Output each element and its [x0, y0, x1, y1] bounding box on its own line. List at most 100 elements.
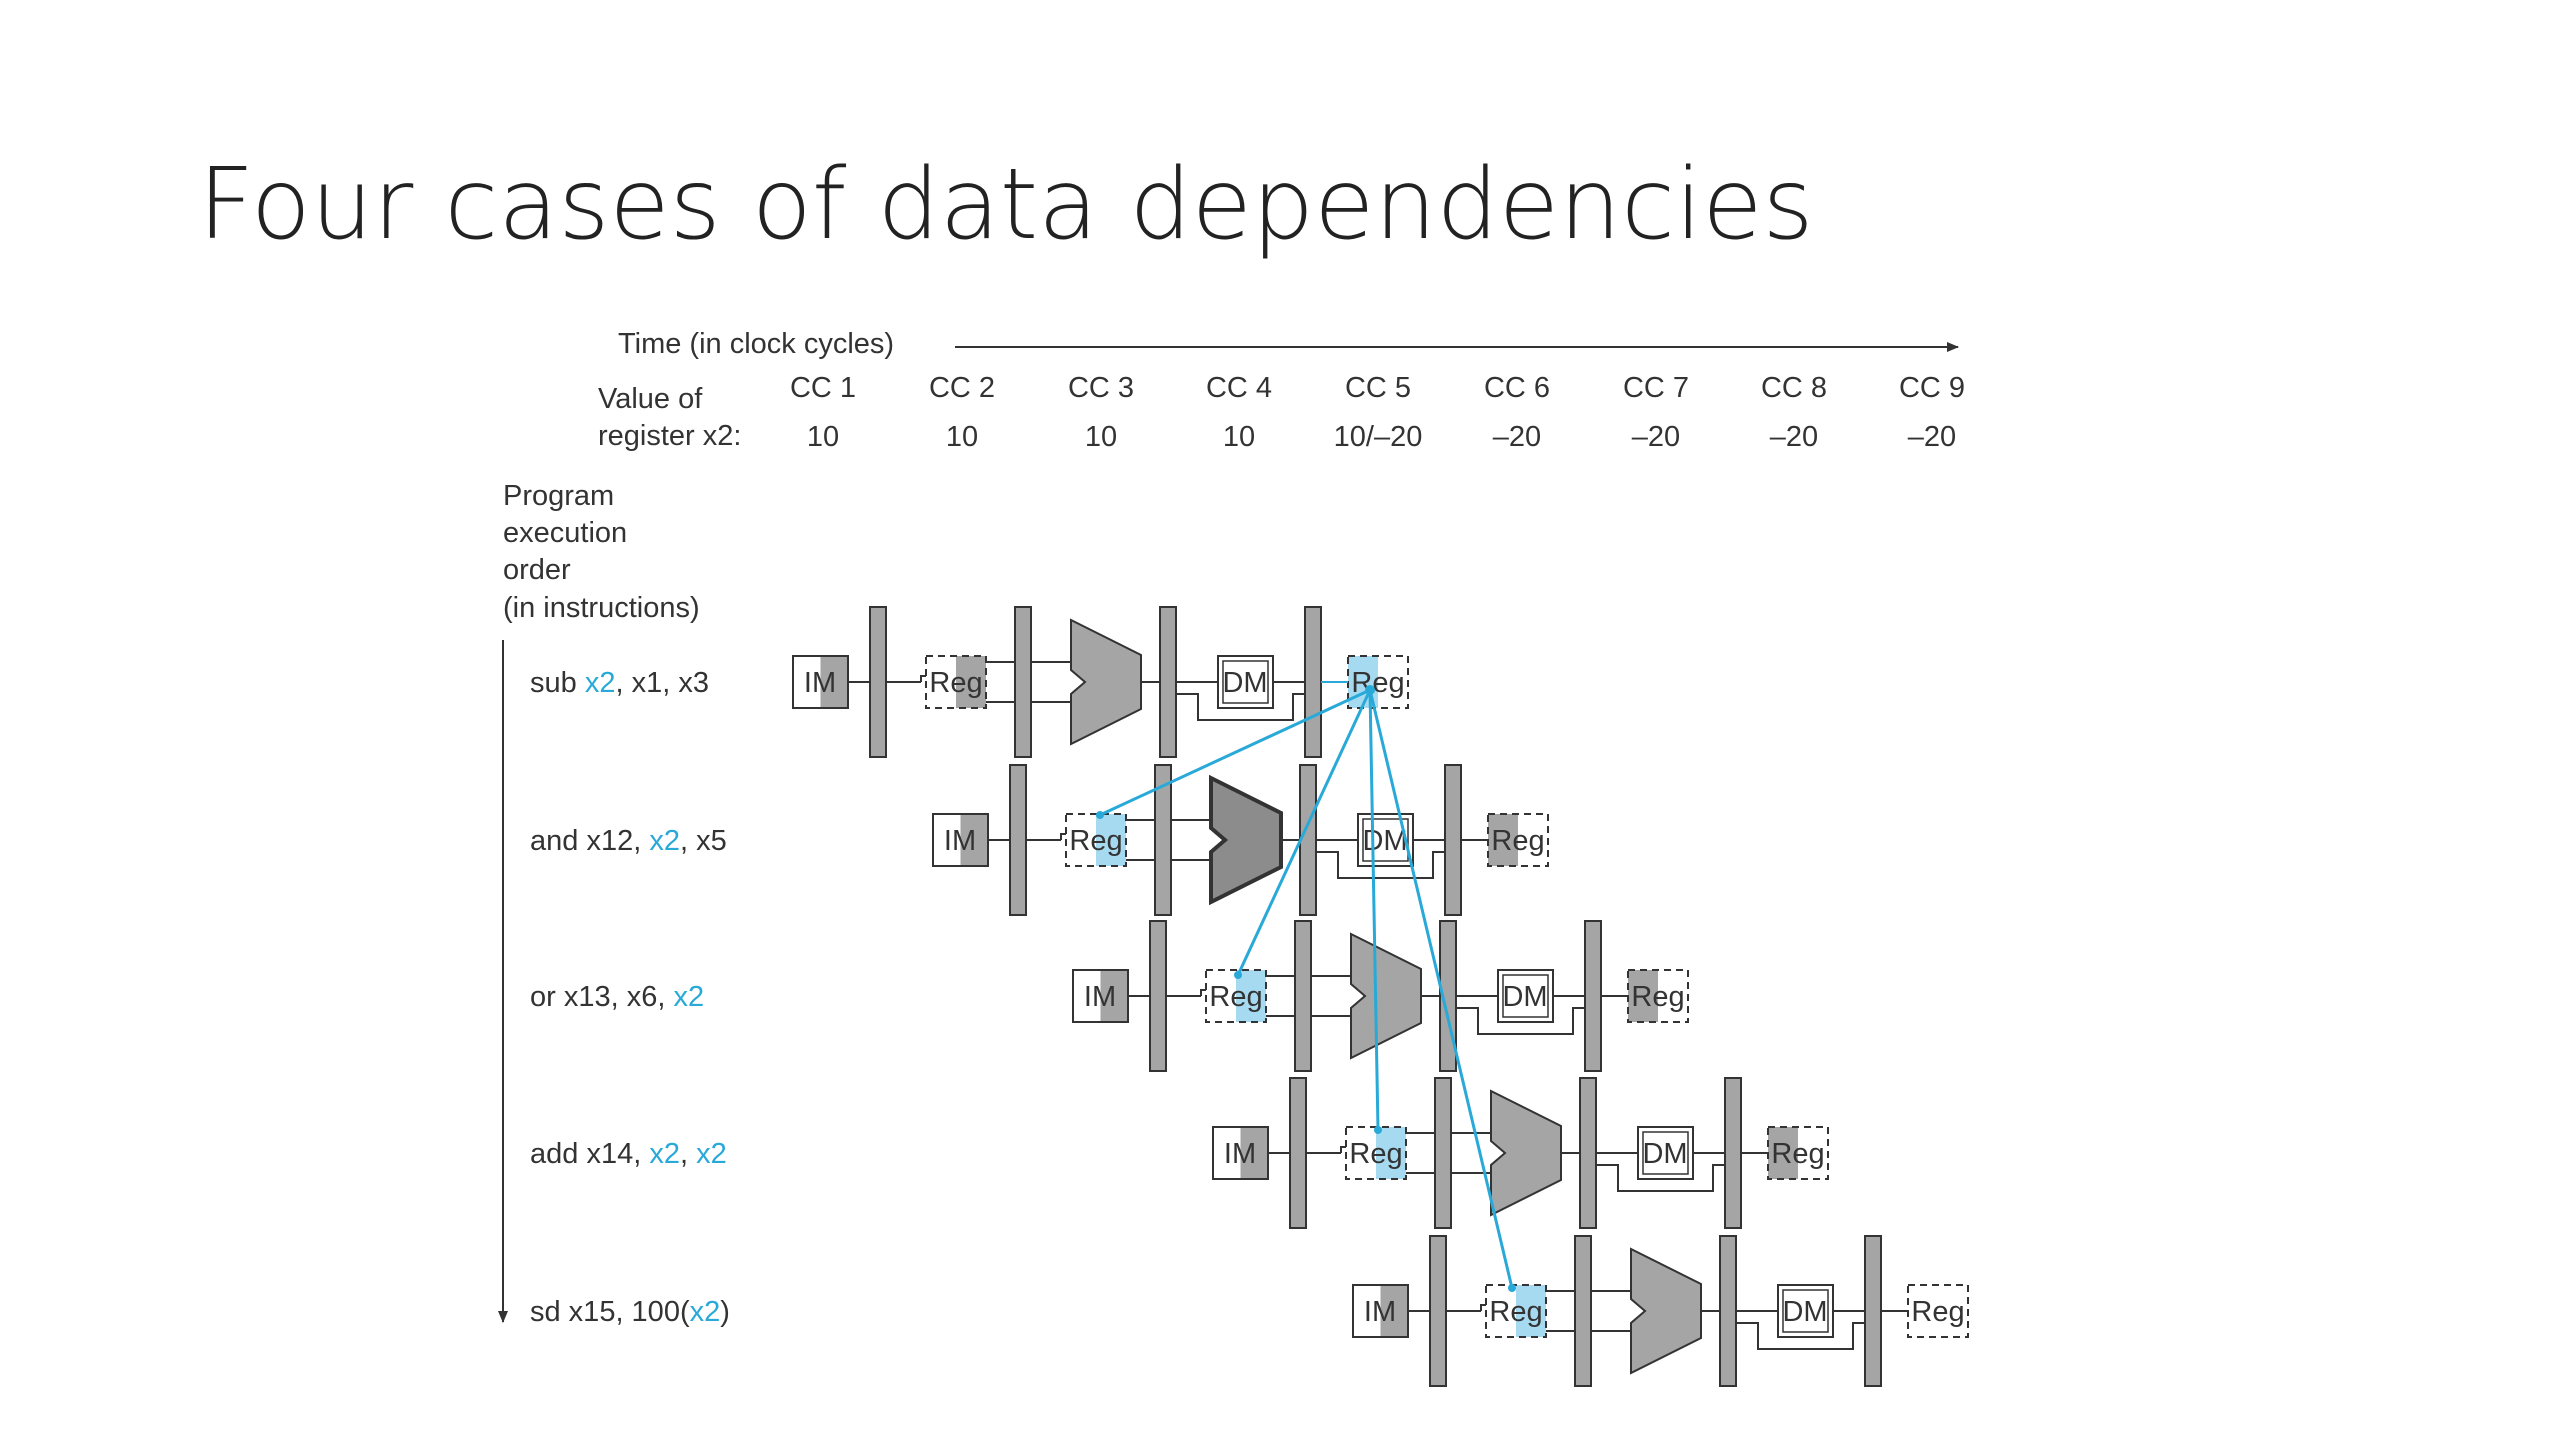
- wire: [1480, 1304, 1486, 1311]
- program-order-axis: Program execution order (in instructions) su…: [498, 480, 730, 1328]
- reg-label: Reg: [1631, 981, 1684, 1013]
- instruction-label: sub x2, x1, x3: [530, 667, 709, 699]
- pipeline-register-bar: [869, 606, 887, 758]
- instruction-text: and x12,: [530, 825, 649, 857]
- wire: [1736, 1322, 1865, 1350]
- order-label-line: (in instructions): [503, 592, 700, 624]
- reg-label: Reg: [929, 667, 982, 699]
- wire: [1200, 989, 1206, 996]
- register-file-write: Reg: [1907, 1284, 1969, 1338]
- instruction-memory: IM: [932, 813, 989, 867]
- wire: [1596, 1164, 1725, 1192]
- instruction-text: , x1, x3: [615, 667, 709, 699]
- register-value: 10: [1085, 421, 1117, 453]
- pipeline-register-bar: [1304, 606, 1322, 758]
- pipeline-register-bar: [1724, 1077, 1742, 1229]
- value-label-line2: register x2:: [598, 420, 741, 452]
- cycle-label: CC 6: [1484, 372, 1550, 404]
- pipeline-register-bar: [1574, 1235, 1592, 1387]
- dependency-add: [1368, 689, 1380, 1131]
- instruction-label: add x14, x2, x2: [530, 1138, 727, 1170]
- data-memory: DM: [1777, 1284, 1834, 1338]
- register-file-read: Reg: [1065, 813, 1127, 867]
- pipeline-register-bar: [1429, 1235, 1447, 1387]
- im-label: IM: [1224, 1138, 1256, 1170]
- register-value: 10: [1223, 421, 1255, 453]
- cycle-label: CC 9: [1899, 372, 1965, 404]
- pipeline-register-bar: [1294, 920, 1312, 1072]
- register-file-write: Reg: [1627, 969, 1689, 1023]
- register-file-read: Reg: [1205, 969, 1267, 1023]
- instruction-label: or x13, x6, x2: [530, 981, 704, 1013]
- reg-label: Reg: [1911, 1296, 1964, 1328]
- dependency-source: [1365, 685, 1375, 695]
- register-x2-highlight: x2: [690, 1296, 721, 1328]
- pipeline-register-bar: [1149, 920, 1167, 1072]
- pipeline-register-bar: [1289, 1077, 1307, 1229]
- register-value: –20: [1908, 421, 1956, 453]
- instruction-label: and x12, x2, x5: [530, 825, 727, 857]
- dm-label: DM: [1222, 667, 1267, 699]
- cycle-label: CC 7: [1623, 372, 1689, 404]
- dependency-sd: [1368, 689, 1514, 1289]
- order-label-line: order: [503, 554, 571, 586]
- pipeline-register-bar: [1014, 606, 1032, 758]
- alu-shape: [1209, 774, 1283, 906]
- pipeline-register-bar: [1159, 606, 1177, 758]
- cycle-label: CC 2: [929, 372, 995, 404]
- instruction-text: ): [720, 1296, 730, 1328]
- instruction-text: sd x15, 100(: [530, 1296, 690, 1328]
- register-value: –20: [1632, 421, 1680, 453]
- wire: [1060, 833, 1066, 840]
- dependency-endpoint: [1508, 1284, 1516, 1292]
- instruction-text: or x13, x6,: [530, 981, 673, 1013]
- instruction-memory: IM: [1072, 969, 1129, 1023]
- register-value: 10: [946, 421, 978, 453]
- time-label: Time (in clock cycles): [618, 328, 894, 360]
- pipeline-register-bar: [1434, 1077, 1452, 1229]
- wire: [1340, 1146, 1346, 1153]
- reg-label: Reg: [1069, 825, 1122, 857]
- pipeline-register-bar: [1584, 920, 1602, 1072]
- pipeline-register-bar: [1719, 1235, 1737, 1387]
- reg-label: Reg: [1491, 825, 1544, 857]
- register-value: 10/–20: [1334, 421, 1423, 453]
- dependency-endpoint: [1374, 1126, 1382, 1134]
- register-x2-highlight: x2: [649, 825, 680, 857]
- cycle-label: CC 1: [790, 372, 856, 404]
- pipeline-row: IM Reg DM Reg: [932, 764, 1549, 916]
- dependency-lines: [1096, 685, 1516, 1292]
- order-label-line: execution: [503, 517, 627, 549]
- data-memory: DM: [1497, 969, 1554, 1023]
- im-label: IM: [804, 667, 836, 699]
- cycle-label: CC 8: [1761, 372, 1827, 404]
- instruction-memory: IM: [792, 655, 849, 709]
- register-file-write: Reg: [1487, 813, 1549, 867]
- im-label: IM: [1364, 1296, 1396, 1328]
- wire: [920, 675, 926, 682]
- dependency-endpoint: [1096, 811, 1104, 819]
- reg-label: Reg: [1209, 981, 1262, 1013]
- register-file-write: Reg: [1767, 1126, 1829, 1180]
- dependency-or: [1236, 689, 1372, 976]
- register-x2-highlight: x2: [673, 981, 704, 1013]
- alu-shape: [1350, 932, 1422, 1060]
- dependency-and: [1099, 688, 1371, 817]
- cycle-label: CC 5: [1345, 372, 1411, 404]
- pipeline-register-bar: [1864, 1235, 1882, 1387]
- pipeline-row: IM Reg DM Reg: [1072, 920, 1689, 1072]
- pipeline-row: IM Reg DM Reg: [1212, 1077, 1829, 1229]
- instruction-text: sub: [530, 667, 585, 699]
- pipeline-register-bar: [1299, 764, 1317, 916]
- dm-label: DM: [1782, 1296, 1827, 1328]
- alu-shape: [1630, 1247, 1702, 1375]
- register-value: –20: [1770, 421, 1818, 453]
- im-label: IM: [944, 825, 976, 857]
- register-x2-highlight: x2: [649, 1138, 680, 1170]
- alu-shape: [1490, 1089, 1562, 1217]
- pipeline-rows: IM Reg DM Reg IM Reg DM Reg IM Reg DM Reg IM Reg DM Reg…: [792, 606, 1969, 1387]
- im-label: IM: [1084, 981, 1116, 1013]
- dependency-endpoint: [1234, 971, 1242, 979]
- register-file-read: Reg: [1485, 1284, 1547, 1338]
